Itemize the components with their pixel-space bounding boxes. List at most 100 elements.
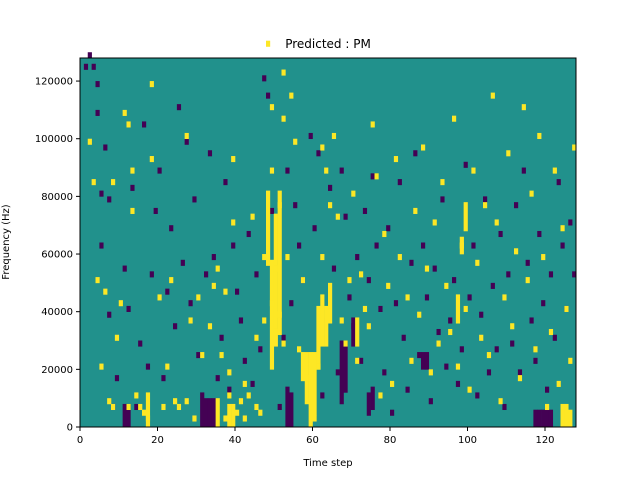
heatmap-cell-low bbox=[219, 334, 224, 341]
heatmap-cell-low bbox=[537, 230, 542, 238]
heatmap-cell-high bbox=[103, 288, 108, 295]
heatmap-cell-high bbox=[328, 202, 333, 209]
heatmap-cell-low bbox=[424, 294, 430, 301]
heatmap-cell-low bbox=[207, 150, 213, 157]
heatmap-cell-high bbox=[281, 69, 286, 76]
heatmap-cell-high bbox=[390, 380, 395, 387]
heatmap-cell-low bbox=[556, 179, 561, 186]
heatmap-cell-low bbox=[165, 288, 170, 295]
heatmap-cell-high bbox=[556, 380, 561, 387]
heatmap-cell-low bbox=[351, 317, 356, 347]
heatmap-cell-high bbox=[440, 179, 445, 186]
heatmap-cell-high bbox=[351, 190, 356, 197]
heatmap-cell-high bbox=[362, 305, 368, 312]
y-tick-label: 80000 bbox=[41, 192, 73, 203]
heatmap-cell-low bbox=[266, 92, 271, 99]
heatmap-cell-low bbox=[196, 352, 201, 359]
plot-frame bbox=[79, 57, 577, 428]
heatmap-cell-low bbox=[366, 392, 371, 416]
heatmap-cell-high bbox=[196, 294, 201, 301]
heatmap-cell-high bbox=[95, 277, 100, 284]
heatmap-cell-low bbox=[235, 288, 240, 295]
heatmap-cell-low bbox=[386, 225, 391, 232]
heatmap-cell-high bbox=[262, 317, 267, 324]
heatmap-cell-high bbox=[138, 403, 143, 411]
heatmap-cell-low bbox=[533, 357, 538, 364]
heatmap-cell-high bbox=[370, 121, 375, 128]
heatmap-cell-high bbox=[533, 346, 538, 353]
heatmap-cell-low bbox=[382, 369, 387, 376]
heatmap-cell-low bbox=[475, 392, 480, 399]
heatmap-cell-high bbox=[463, 305, 468, 312]
y-tick-label: 60000 bbox=[41, 250, 73, 261]
heatmap-cell-low bbox=[498, 230, 503, 238]
heatmap-cell-low bbox=[521, 167, 526, 174]
heatmap-cell-high bbox=[277, 311, 282, 318]
heatmap-cell-high bbox=[149, 156, 154, 163]
heatmap-cell-low bbox=[227, 386, 232, 393]
heatmap-cell-low bbox=[359, 357, 364, 364]
heatmap-cell-high bbox=[215, 265, 220, 272]
heatmap-cell-high bbox=[378, 392, 383, 399]
heatmap-cell-low bbox=[343, 213, 348, 220]
heatmap-cell-high bbox=[145, 415, 151, 422]
heatmap-cell-high bbox=[118, 300, 123, 307]
heatmap-cell-low bbox=[138, 340, 143, 347]
heatmap-cell-high bbox=[223, 288, 228, 295]
heatmap-cell-high bbox=[161, 403, 166, 411]
y-tick-label: 100000 bbox=[35, 134, 73, 145]
heatmap-cell-low bbox=[525, 259, 530, 266]
heatmap-cell-high bbox=[382, 230, 387, 238]
heatmap-cell-high bbox=[273, 265, 278, 272]
heatmap-cell-low bbox=[343, 340, 348, 393]
heatmap-cell-high bbox=[266, 40, 271, 47]
heatmap-cell-low bbox=[545, 386, 550, 393]
heatmap-cell-high bbox=[126, 403, 131, 411]
x-tick-label: 40 bbox=[229, 435, 242, 446]
heatmap-cell-low bbox=[289, 392, 294, 428]
heatmap-cell-low bbox=[459, 346, 464, 353]
heatmap-cell-low bbox=[161, 375, 166, 382]
heatmap-cell-high bbox=[231, 156, 236, 163]
heatmap-cell-low bbox=[122, 403, 127, 428]
heatmap-cell-high bbox=[145, 392, 151, 428]
heatmap-cell-high bbox=[173, 398, 178, 405]
heatmap-cell-high bbox=[269, 167, 275, 174]
heatmap-cell-high bbox=[483, 202, 488, 209]
heatmap-cell-high bbox=[184, 398, 189, 405]
heatmap-cell-high bbox=[250, 213, 255, 220]
heatmap-cell-high bbox=[200, 352, 205, 359]
heatmap-cell-low bbox=[95, 109, 100, 116]
heatmap-cell-high bbox=[227, 369, 232, 376]
heatmap-cell-low bbox=[463, 161, 468, 168]
heatmap-cell-low bbox=[83, 63, 89, 70]
heatmap-cell-high bbox=[525, 277, 530, 284]
heatmap-cell-high bbox=[343, 340, 348, 347]
heatmap-cell-low bbox=[254, 271, 259, 278]
heatmap-cell-high bbox=[273, 328, 278, 336]
heatmap-cell-low bbox=[370, 386, 375, 410]
heatmap-cell-high bbox=[393, 156, 399, 163]
heatmap-cell-low bbox=[413, 150, 418, 157]
heatmap-cell-low bbox=[312, 225, 317, 232]
heatmap-cell-low bbox=[409, 259, 414, 266]
heatmap-cell-low bbox=[529, 317, 534, 324]
heatmap-cell-high bbox=[192, 415, 197, 422]
heatmap-cell-high bbox=[320, 254, 325, 261]
heatmap-cell-low bbox=[211, 254, 216, 261]
heatmap-cell-high bbox=[475, 259, 480, 266]
heatmap-cell-low bbox=[479, 311, 484, 318]
heatmap-cell-high bbox=[281, 340, 286, 347]
heatmap-cell-low bbox=[204, 398, 209, 428]
heatmap-cell-low bbox=[568, 219, 573, 226]
heatmap-cell-low bbox=[258, 346, 263, 353]
heatmap-cell-low bbox=[246, 230, 251, 238]
heatmap-cell-high bbox=[409, 357, 414, 364]
heatmap-cell-high bbox=[157, 294, 162, 301]
heatmap-cell-high bbox=[126, 121, 131, 128]
heatmap-cell-low bbox=[440, 196, 445, 203]
heatmap-cell-high bbox=[521, 104, 526, 111]
heatmap-cell-low bbox=[184, 138, 189, 145]
heatmap-cell-high bbox=[486, 352, 492, 359]
heatmap-cell-low bbox=[145, 363, 151, 370]
